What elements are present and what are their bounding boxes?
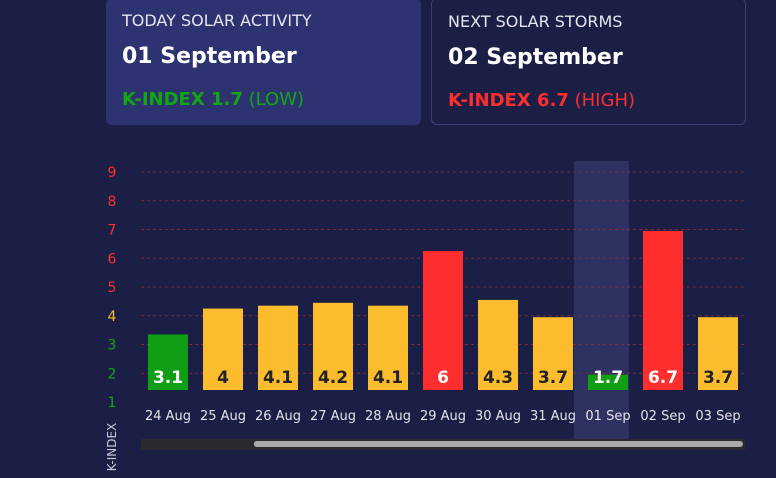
y-axis-title: K-INDEX bbox=[105, 423, 119, 472]
bar-data-label: 6.7 bbox=[648, 368, 678, 388]
bar bbox=[423, 251, 463, 390]
bar-data-label: 4.1 bbox=[263, 368, 293, 388]
y-tick-label: 7 bbox=[108, 223, 117, 239]
x-tick-label: 02 Sep bbox=[640, 409, 685, 424]
next-card-date: 02 September bbox=[448, 45, 623, 70]
bar-data-label: 4 bbox=[217, 368, 229, 388]
scrollbar-thumb[interactable] bbox=[253, 441, 743, 447]
bar bbox=[313, 302, 353, 390]
x-tick-label: 28 Aug bbox=[365, 409, 411, 424]
y-tick-label: 6 bbox=[108, 251, 117, 267]
x-tick-label: 01 Sep bbox=[585, 409, 630, 424]
next-storm-card: NEXT SOLAR STORMS 02 September K-INDEX 6… bbox=[431, 0, 746, 125]
bar bbox=[588, 374, 628, 390]
bar-data-label: 4.3 bbox=[483, 368, 513, 388]
next-k-index-level: (HIGH) bbox=[574, 90, 635, 111]
next-card-label: NEXT SOLAR STORMS bbox=[448, 12, 623, 31]
bar bbox=[643, 230, 683, 390]
bar-data-label: 4.1 bbox=[373, 368, 403, 388]
x-tick-label: 30 Aug bbox=[475, 409, 521, 424]
bar-data-label: 6 bbox=[437, 368, 449, 388]
bar-data-label: 3.7 bbox=[703, 368, 733, 388]
y-tick-label: 4 bbox=[108, 309, 117, 325]
highlight-column bbox=[574, 161, 629, 440]
bar-data-label: 4.2 bbox=[318, 368, 348, 388]
x-tick-label: 29 Aug bbox=[420, 409, 466, 424]
x-tick-label: 24 Aug bbox=[145, 409, 191, 424]
x-tick-label: 31 Aug bbox=[530, 409, 576, 424]
next-k-index-value: K-INDEX 6.7 bbox=[448, 90, 569, 111]
bar bbox=[698, 317, 738, 390]
y-tick-label: 3 bbox=[108, 338, 117, 354]
bar bbox=[368, 305, 408, 390]
bar bbox=[533, 317, 573, 390]
bar bbox=[203, 308, 243, 390]
today-k-index-level: (LOW) bbox=[248, 89, 305, 110]
bar bbox=[478, 299, 518, 390]
y-tick-label: 5 bbox=[108, 280, 117, 296]
y-tick-label: 8 bbox=[108, 194, 117, 210]
y-tick-label: 2 bbox=[108, 366, 117, 382]
today-card-date: 01 September bbox=[122, 44, 297, 69]
y-tick-label: 1 bbox=[108, 395, 117, 411]
today-k-index: K-INDEX 1.7 (LOW) bbox=[122, 89, 304, 110]
bar-data-label: 1.7 bbox=[593, 368, 623, 388]
x-tick-label: 25 Aug bbox=[200, 409, 246, 424]
bar-data-label: 3.1 bbox=[153, 368, 183, 388]
next-k-index: K-INDEX 6.7 (HIGH) bbox=[448, 90, 635, 111]
today-k-index-value: K-INDEX 1.7 bbox=[122, 89, 243, 110]
x-tick-label: 26 Aug bbox=[255, 409, 301, 424]
today-card-label: TODAY SOLAR ACTIVITY bbox=[122, 11, 312, 30]
bar bbox=[148, 334, 188, 390]
today-solar-card: TODAY SOLAR ACTIVITY 01 September K-INDE… bbox=[106, 0, 421, 125]
bar bbox=[258, 305, 298, 390]
bar-data-label: 3.7 bbox=[538, 368, 568, 388]
y-tick-label: 9 bbox=[108, 165, 117, 181]
x-tick-label: 27 Aug bbox=[310, 409, 356, 424]
x-tick-label: 03 Sep bbox=[695, 409, 740, 424]
